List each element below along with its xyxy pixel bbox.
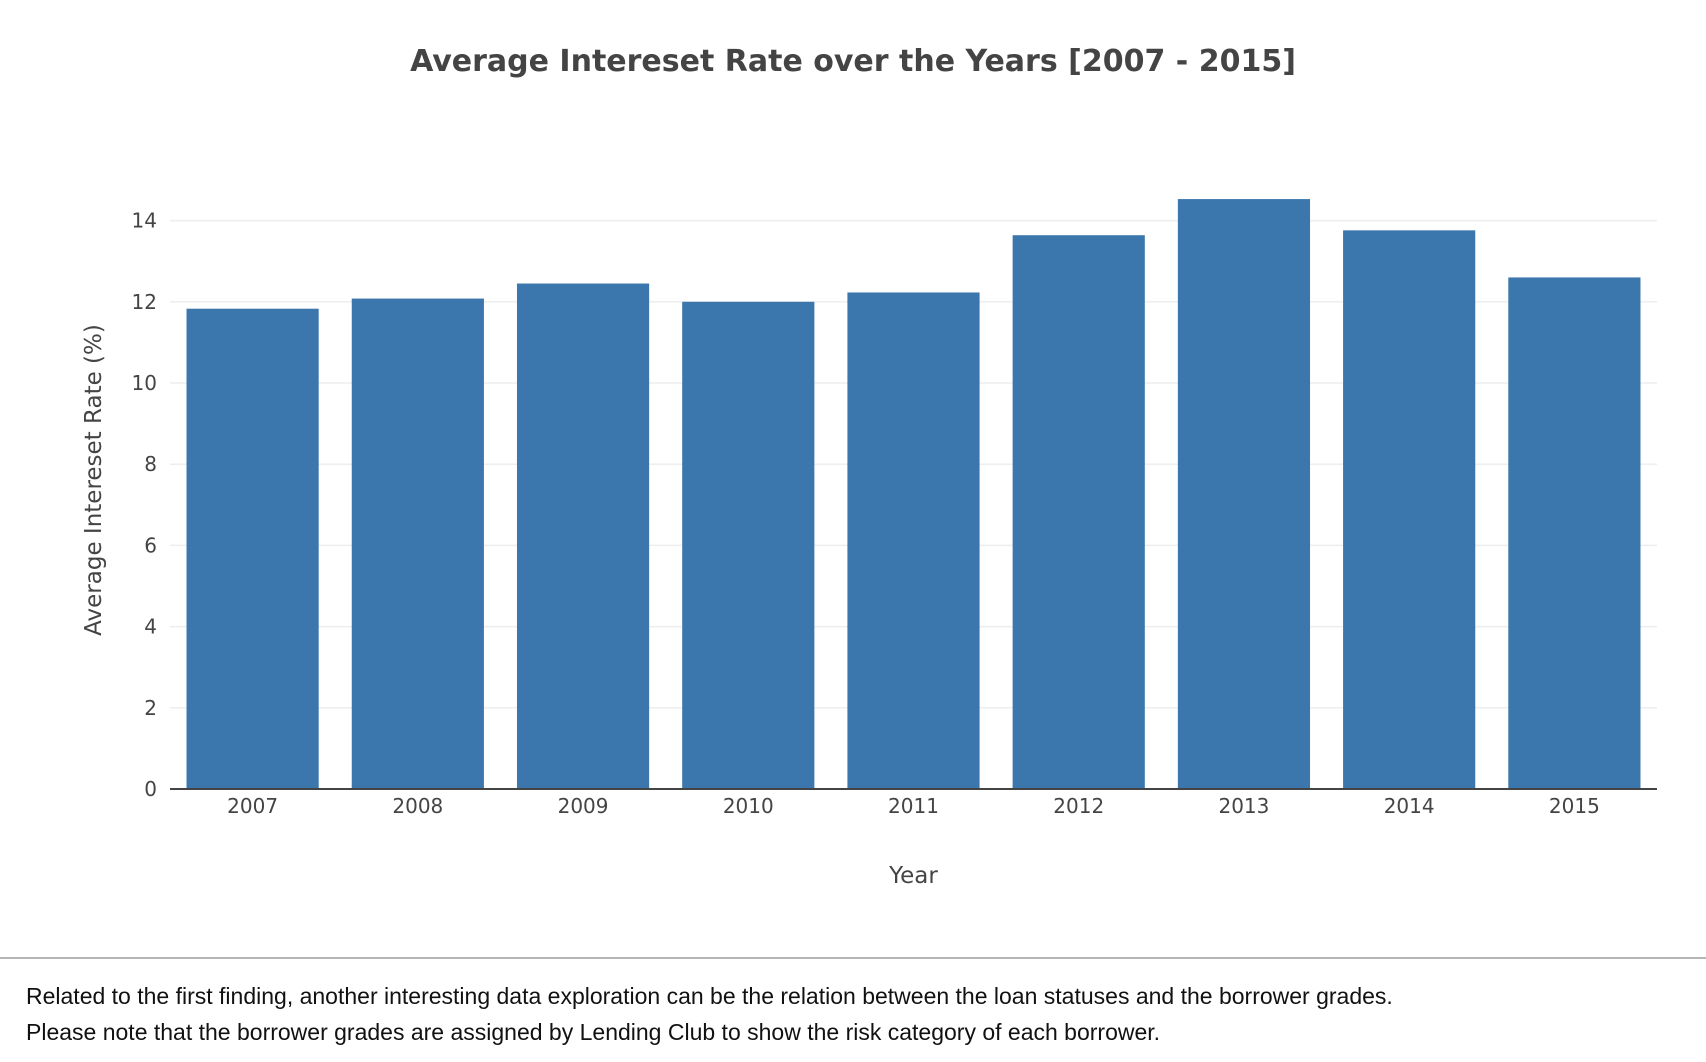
y-axis-title: Average Intereset Rate (%) [81, 324, 107, 636]
x-tick-label: 2015 [1549, 794, 1600, 818]
chart-title: Average Intereset Rate over the Years [2… [410, 44, 1296, 79]
x-tick-label: 2013 [1218, 794, 1269, 818]
x-tick-label: 2014 [1384, 794, 1435, 818]
bar-2011 [847, 292, 980, 789]
y-tick-label: 0 [144, 777, 157, 801]
y-tick-label: 6 [144, 533, 157, 557]
explanatory-note: Related to the first finding, another in… [26, 978, 1686, 1050]
x-tick-label: 2009 [558, 794, 609, 818]
x-tick-label: 2008 [392, 794, 443, 818]
note-line-2: Please note that the borrower grades are… [26, 1019, 1161, 1045]
x-tick-label: 2012 [1053, 794, 1104, 818]
bar-2009 [516, 283, 650, 789]
x-axis-title: Year [888, 863, 938, 889]
y-tick-label: 10 [132, 371, 157, 395]
bar-2014 [1343, 230, 1476, 789]
bar-2013 [1177, 199, 1311, 789]
bar-2015 [1508, 277, 1641, 789]
y-tick-label: 4 [144, 615, 157, 639]
x-tick-label: 2011 [888, 794, 939, 818]
section-divider [0, 957, 1706, 959]
y-tick-label: 12 [132, 290, 157, 314]
x-tick-label: 2007 [227, 794, 278, 818]
bar-2010 [682, 301, 815, 789]
bar-2007 [186, 308, 319, 789]
y-tick-label: 14 [132, 209, 157, 233]
note-line-1: Related to the first finding, another in… [26, 983, 1393, 1009]
x-tick-label: 2010 [723, 794, 774, 818]
y-tick-label: 8 [144, 452, 157, 476]
bar-2008 [351, 298, 484, 789]
chart-container: Average Intereset Rate over the Years [2… [81, 44, 1657, 889]
bar-2012 [1012, 235, 1145, 789]
y-tick-label: 2 [144, 696, 157, 720]
bar-chart: 0 2 4 6 8 10 12 14 2007 2008 2009 2010 2011 2012 2013 2… [81, 199, 1657, 889]
